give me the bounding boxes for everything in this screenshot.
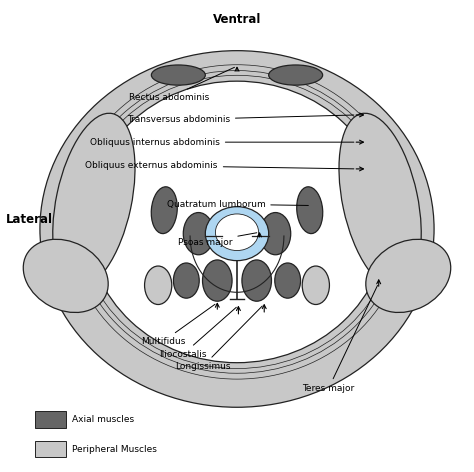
Text: Transversus abdominis: Transversus abdominis — [127, 115, 354, 124]
Text: Peripheral Muscles: Peripheral Muscles — [72, 445, 157, 454]
Ellipse shape — [242, 260, 272, 301]
Text: Obliquus externus abdominis: Obliquus externus abdominis — [85, 161, 354, 170]
Ellipse shape — [366, 239, 451, 312]
Ellipse shape — [302, 266, 329, 304]
Ellipse shape — [275, 263, 301, 298]
Text: Obliquus internus abdominis: Obliquus internus abdominis — [90, 138, 354, 147]
Ellipse shape — [339, 113, 421, 288]
Bar — [35, 412, 66, 429]
Text: Psoas major: Psoas major — [178, 233, 257, 246]
Text: Longissimus: Longissimus — [175, 306, 262, 371]
Ellipse shape — [260, 212, 291, 255]
Ellipse shape — [40, 51, 434, 407]
Ellipse shape — [23, 239, 108, 312]
Text: Rectus abdominis: Rectus abdominis — [129, 67, 235, 102]
Ellipse shape — [297, 187, 323, 234]
Ellipse shape — [205, 207, 269, 261]
Ellipse shape — [145, 266, 172, 304]
Ellipse shape — [202, 260, 232, 301]
Text: Iliocostalis: Iliocostalis — [159, 307, 237, 359]
Ellipse shape — [53, 113, 135, 288]
Bar — [35, 440, 66, 457]
Text: Teres major: Teres major — [302, 286, 377, 393]
Ellipse shape — [269, 65, 323, 85]
Ellipse shape — [151, 187, 177, 234]
Text: Lateral: Lateral — [6, 213, 53, 226]
Text: Axial muscles: Axial muscles — [72, 415, 134, 424]
Text: Multifidus: Multifidus — [141, 304, 215, 346]
Ellipse shape — [183, 212, 214, 255]
Ellipse shape — [173, 263, 199, 298]
Ellipse shape — [87, 81, 387, 362]
Ellipse shape — [151, 65, 205, 85]
Text: Quatratum lumborum: Quatratum lumborum — [166, 200, 309, 209]
Text: Ventral: Ventral — [213, 13, 261, 26]
Ellipse shape — [215, 214, 259, 251]
